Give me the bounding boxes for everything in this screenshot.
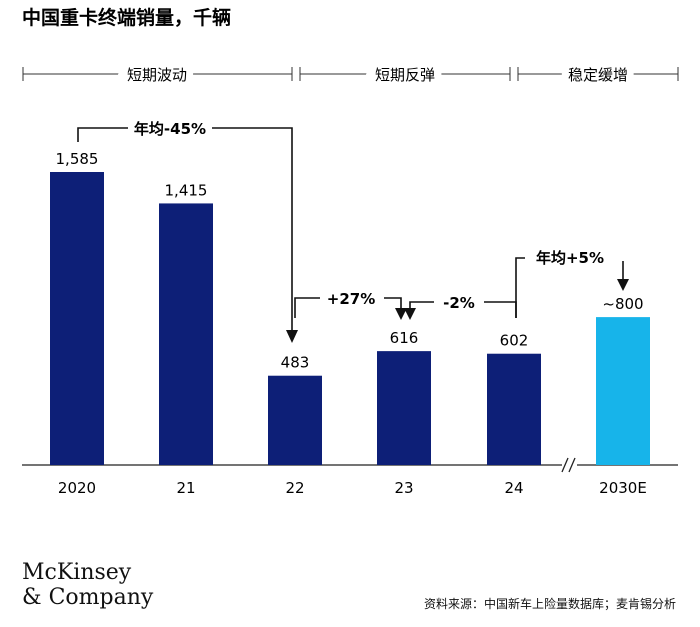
bar-24 [487,353,541,465]
category-label-22: 22 [285,479,304,497]
segment-brackets [22,67,679,81]
segment-label-short-term-rebound: 短期反弹 [375,66,435,84]
annotation-arrowheads [286,279,629,343]
annotation-cagr-2020-22: 年均-45% [134,120,206,138]
category-label-21: 21 [176,479,195,497]
value-label-22: 483 [281,354,310,372]
bar-22 [268,375,322,465]
mckinsey-logo: McKinsey & Company [22,560,153,610]
logo-line-1: McKinsey [22,560,132,585]
category-label-23: 23 [394,479,413,497]
bars-group [50,172,650,465]
value-label-24: 602 [500,332,529,350]
annotation-cagr-24-2030: 年均+5% [536,249,604,267]
logo-line-2: & Company [22,585,154,610]
value-labels-group: 1,585 1,415 483 616 602 ~800 [56,150,644,372]
segment-label-stable-growth: 稳定缓增 [568,66,628,84]
bar-2030E [596,317,650,465]
annotation-growth-22-23: +27% [327,290,375,308]
value-label-2030E: ~800 [602,295,643,313]
category-labels-group: 2020 21 22 23 24 2030E [58,479,647,497]
chart-title: 中国重卡终端销量，千辆 [22,6,231,29]
annotation-growth-23-24: -2% [443,294,475,312]
bar-23 [377,351,431,465]
source-note: 资料来源：中国新车上险量数据库；麦肯锡分析 [423,597,676,611]
category-label-24: 24 [504,479,523,497]
value-label-23: 616 [390,329,419,347]
category-label-2020: 2020 [58,479,96,497]
value-label-21: 1,415 [165,181,208,199]
axis-break-marker [561,457,576,473]
bar-21 [159,203,213,465]
category-label-2030E: 2030E [599,479,647,497]
bar-2020 [50,172,104,465]
growth-annotations [77,127,624,330]
value-label-2020: 1,585 [56,150,99,168]
segment-label-short-term-fluctuation: 短期波动 [127,66,187,84]
